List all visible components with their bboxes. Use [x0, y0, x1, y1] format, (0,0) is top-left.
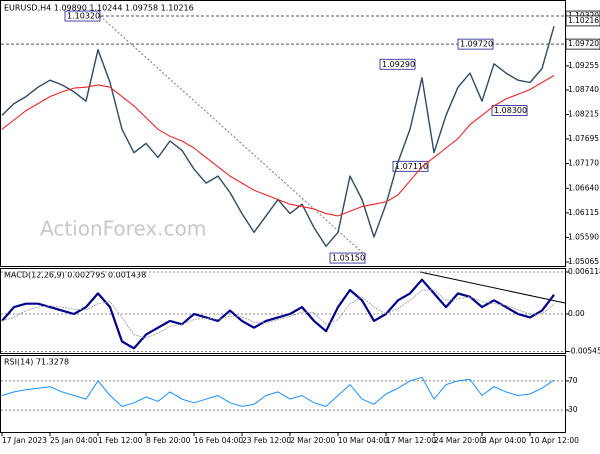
rsi-frame: [0, 355, 566, 433]
macd-frame: [0, 268, 566, 354]
x-tick-label: 1 Feb 12:00: [98, 436, 143, 445]
annotation-label: 1.09290: [382, 60, 415, 69]
x-tick-label: 3 Apr 04:00: [482, 436, 526, 445]
y-tick-label: 1.08740: [568, 85, 599, 94]
y-tick-label: 1.06115: [568, 208, 599, 217]
tick-box: [565, 38, 600, 50]
price-header: EURUSD,H4 1.09890 1.10244 1.09758 1.1021…: [4, 4, 194, 13]
tick-box: [565, 15, 600, 27]
annotation-box: [64, 10, 101, 22]
series-line: [1, 289, 555, 339]
x-tick-label: 8 Feb 20:00: [146, 436, 191, 445]
y-tick-label: 1.08215: [568, 110, 599, 119]
annotation-box: [491, 105, 528, 116]
x-tick-label: 17 Jan 2023: [2, 436, 47, 445]
annotation-label: 1.10320: [67, 12, 100, 21]
annotation-label: 1.07110: [395, 162, 428, 171]
series-line: [1, 376, 555, 407]
x-tick-label: 24 Mar 20:00: [434, 436, 484, 445]
y-tick-label: 1.07170: [568, 158, 599, 167]
x-tick-label: 10 Apr 12:00: [530, 436, 579, 445]
x-tick-label: 2 Mar 20:00: [290, 436, 336, 445]
y-tick-label: 30: [568, 405, 578, 414]
y-tick-label: 0.006118: [568, 267, 600, 276]
watermark: ActionForex.com: [40, 217, 206, 241]
series-line: [1, 278, 555, 350]
macd-header: MACD(12,26,9) 0.002795 0.001438: [4, 271, 146, 280]
rsi-header: RSI(14) 71.3278: [4, 358, 69, 367]
series-line: [1, 26, 555, 248]
macd-trend-line: [419, 271, 566, 304]
annotation-label: 1.05150: [332, 254, 365, 263]
y-tick-label: 1.05590: [568, 232, 599, 241]
annotation-box: [379, 58, 416, 70]
x-tick-label: 10 Mar 04:00: [338, 436, 388, 445]
annotation-box: [457, 38, 494, 50]
y-tick-label: 70: [568, 376, 578, 385]
y-tick-label: 1.07695: [568, 134, 599, 143]
annotation-box: [329, 252, 366, 264]
annotation-label: 1.08300: [494, 106, 527, 115]
trend-line: [99, 15, 366, 256]
x-tick-label: 25 Jan 04:00: [50, 436, 98, 445]
series-line: [1, 75, 555, 217]
annotation-label: 1.09720: [460, 40, 493, 49]
x-tick-label: 17 Mar 12:00: [386, 436, 436, 445]
y-tick-label: 1.05065: [568, 257, 599, 266]
y-tick-label: 1.09255: [568, 61, 599, 70]
y-tick-label: 1.09720: [568, 39, 599, 48]
y-tick-label: -0.005458: [568, 346, 600, 355]
y-tick-label: 1.10216: [568, 16, 599, 25]
x-tick-label: 16 Feb 04:00: [194, 436, 243, 445]
y-tick-label: 1.06640: [568, 183, 599, 192]
annotation-box: [392, 160, 429, 172]
x-tick-label: 23 Feb 12:00: [242, 436, 291, 445]
price-frame: [0, 0, 566, 267]
y-tick-label: 0.00: [568, 309, 585, 318]
